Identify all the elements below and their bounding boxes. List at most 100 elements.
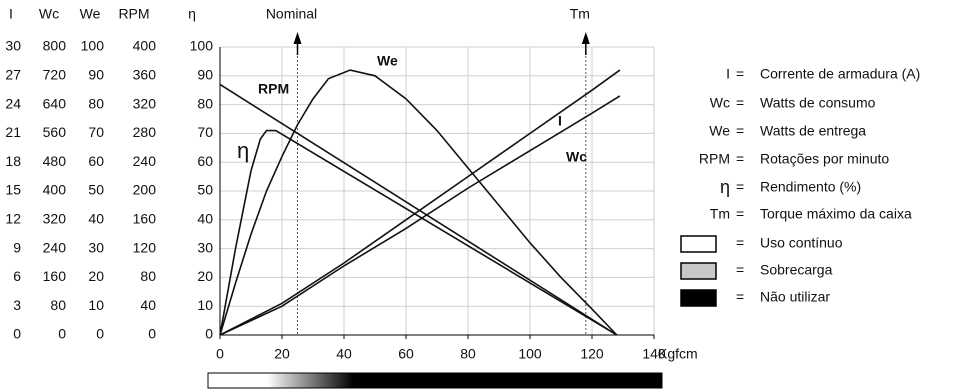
y-tick-label: 30: [5, 38, 21, 54]
y-tick-label: 320: [43, 211, 67, 227]
legend-text: Watts de entrega: [760, 123, 866, 139]
y-tick-label: 560: [43, 124, 67, 140]
legend-text: Torque máximo da caixa: [760, 206, 912, 222]
y-tick-label: 24: [5, 95, 21, 111]
y-tick-label: 18: [5, 153, 21, 169]
y-tick-label: 15: [5, 182, 21, 198]
x-tick-label: 60: [398, 346, 414, 362]
y-tick-label: 0: [13, 326, 21, 342]
legend-symbol: I: [726, 66, 730, 82]
series-label: RPM: [258, 81, 289, 97]
legend-text: Rotações por minuto: [760, 151, 889, 167]
series-line: [219, 129, 618, 336]
x-axis-label: Kgfcm: [658, 346, 698, 362]
legend-symbol: Tm: [710, 206, 730, 222]
series-line: [219, 69, 618, 336]
y-tick-label: 100: [81, 38, 105, 54]
series-label: η: [237, 138, 249, 163]
y-tick-label: 400: [133, 38, 157, 54]
legend-text: Não utilizar: [760, 289, 830, 305]
y-tick-label: 60: [197, 153, 213, 169]
y-tick-label: 480: [43, 153, 67, 169]
y-tick-label: 0: [148, 326, 156, 342]
legend-text: Watts de consumo: [760, 95, 876, 111]
series-line: [219, 95, 621, 336]
y-tick-label: 280: [133, 124, 157, 140]
y-tick-label: 0: [96, 326, 104, 342]
legend-text: Sobrecarga: [760, 262, 833, 278]
legend-text: Uso contínuo: [760, 235, 843, 251]
y-tick-label: 50: [197, 182, 213, 198]
y-tick-label: 20: [88, 268, 104, 284]
y-tick-label: 21: [5, 124, 21, 140]
legend-symbol: RPM: [699, 151, 730, 167]
y-tick-label: 240: [43, 239, 67, 255]
legend-separator: =: [736, 95, 744, 111]
axis-header: I: [9, 6, 13, 22]
y-tick-label: 30: [197, 239, 213, 255]
annotation-label: Tm: [570, 6, 590, 22]
y-tick-label: 30: [88, 239, 104, 255]
legend-separator: =: [736, 179, 744, 195]
y-tick-label: 80: [50, 297, 66, 313]
y-tick-label: 3: [13, 297, 21, 313]
axis-header: We: [80, 6, 101, 22]
legend-box: [680, 235, 717, 253]
y-tick-label: 800: [43, 38, 67, 54]
usage-bar: [207, 372, 663, 389]
axis-header: η: [188, 6, 196, 22]
y-tick-label: 80: [197, 95, 213, 111]
y-tick-label: 160: [133, 211, 157, 227]
y-tick-label: 40: [88, 211, 104, 227]
legend-separator: =: [736, 66, 744, 82]
series-label: Wc: [566, 149, 587, 165]
legend-text: Rendimento (%): [760, 179, 861, 195]
y-tick-label: 9: [13, 239, 21, 255]
legend-symbol: Wc: [710, 95, 730, 111]
legend-separator: =: [736, 235, 744, 251]
axis-header: Wc: [39, 6, 59, 22]
y-tick-label: 100: [190, 38, 214, 54]
y-tick-label: 80: [140, 268, 156, 284]
legend-symbol: η: [720, 177, 730, 197]
x-tick-label: 20: [274, 346, 290, 362]
y-tick-label: 27: [5, 67, 21, 83]
legend-separator: =: [736, 262, 744, 278]
y-tick-label: 80: [88, 95, 104, 111]
y-tick-label: 0: [58, 326, 66, 342]
legend-symbol: We: [709, 123, 730, 139]
legend-separator: =: [736, 123, 744, 139]
y-tick-label: 70: [197, 124, 213, 140]
legend-box: [680, 289, 717, 307]
series-line: [219, 83, 618, 336]
legend-text: Corrente de armadura (A): [760, 66, 920, 82]
y-tick-label: 90: [197, 67, 213, 83]
y-tick-label: 120: [133, 239, 157, 255]
series-label: We: [377, 53, 398, 69]
legend-separator: =: [736, 151, 744, 167]
y-tick-label: 60: [88, 153, 104, 169]
y-tick-label: 200: [133, 182, 157, 198]
x-tick-label: 100: [518, 346, 542, 362]
series-label: I: [558, 113, 562, 129]
y-tick-label: 50: [88, 182, 104, 198]
x-tick-label: 40: [336, 346, 352, 362]
annotation-arrow: [293, 32, 302, 44]
y-tick-label: 10: [88, 297, 104, 313]
y-tick-label: 640: [43, 95, 67, 111]
y-tick-label: 70: [88, 124, 104, 140]
y-tick-label: 320: [133, 95, 157, 111]
y-tick-label: 40: [140, 297, 156, 313]
y-tick-label: 160: [43, 268, 67, 284]
legend-separator: =: [736, 206, 744, 222]
x-tick-label: 80: [460, 346, 476, 362]
y-tick-label: 10: [197, 297, 213, 313]
y-tick-label: 400: [43, 182, 67, 198]
legend-separator: =: [736, 289, 744, 305]
series-line: [219, 69, 621, 336]
annotation-label: Nominal: [266, 6, 317, 22]
y-tick-label: 90: [88, 67, 104, 83]
y-tick-label: 360: [133, 67, 157, 83]
